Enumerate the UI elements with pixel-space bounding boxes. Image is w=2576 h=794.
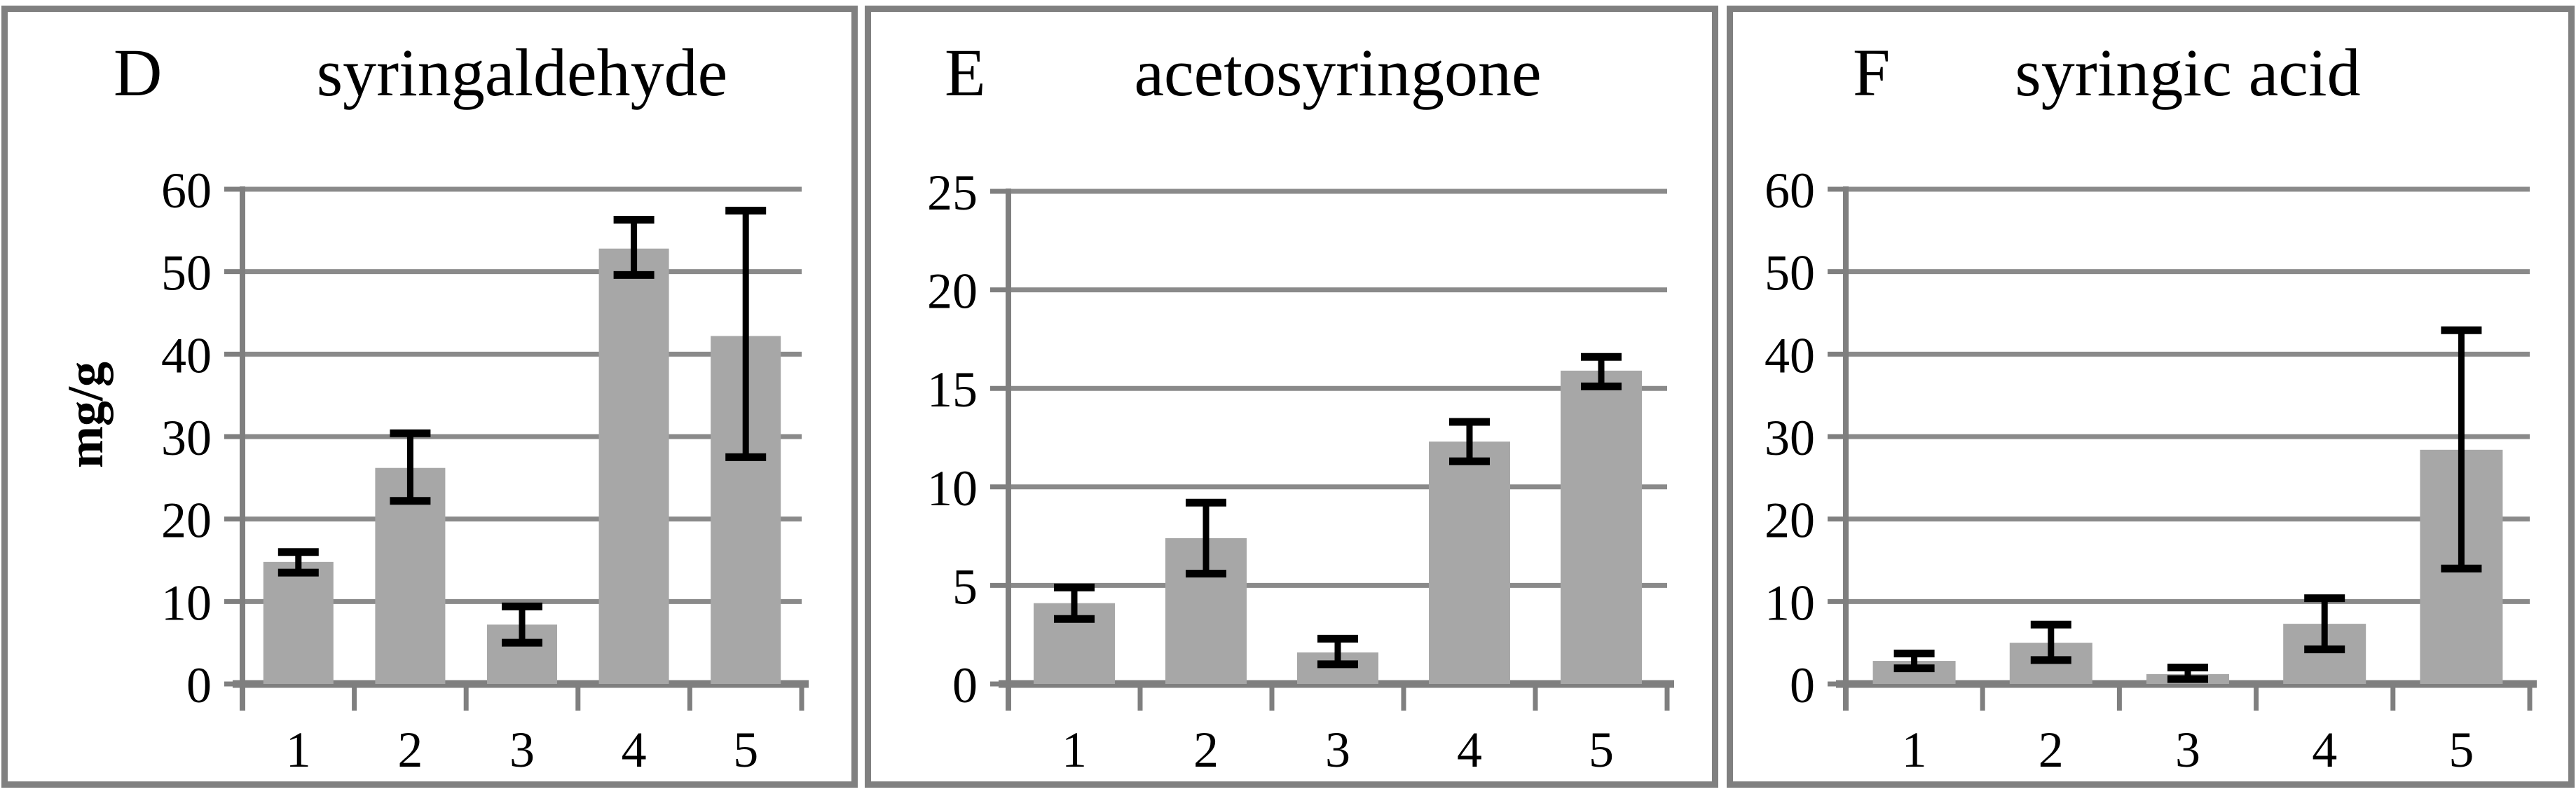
- x-tick-label: 1: [1062, 722, 1087, 778]
- y-tick-label: 60: [161, 163, 212, 219]
- y-tick-label: 20: [927, 263, 978, 320]
- x-tick-label: 2: [397, 722, 423, 778]
- y-tick-label: 60: [1765, 163, 1815, 219]
- y-tick-label: 5: [952, 559, 978, 615]
- chart-title: syringaldehyde: [316, 35, 728, 110]
- x-tick-label: 3: [2175, 722, 2200, 778]
- x-tick-label: 5: [733, 722, 758, 778]
- y-tick-label: 10: [1765, 575, 1815, 631]
- y-tick-label: 10: [161, 575, 212, 631]
- chart-title: acetosyringone: [1134, 35, 1542, 110]
- x-tick-label: 3: [509, 722, 535, 778]
- bar-chart-syringic-acid: 60 50 40 30 20 10 0 1 2 3 4 5: [1727, 6, 2575, 788]
- panel-border: [1, 6, 858, 788]
- x-tick-label: 4: [2312, 722, 2337, 778]
- y-tick-label: 15: [927, 362, 978, 418]
- y-tick-label: 0: [186, 657, 212, 713]
- panel-letter: F: [1853, 35, 1891, 110]
- y-tick-label: 50: [161, 245, 212, 301]
- panel-syringaldehyde: 60 50 40 30 20 10 0 1 2 3 4 5 D syringaldehyde mg/g: [1, 6, 858, 788]
- y-axis-label: mg/g: [57, 362, 114, 468]
- y-tick-label: 40: [161, 327, 212, 383]
- x-tick-label: 1: [286, 722, 311, 778]
- y-tick-label: 20: [1765, 493, 1815, 549]
- panel-letter: D: [114, 35, 163, 110]
- x-tick-label: 5: [2448, 722, 2474, 778]
- panel-acetosyringone: 25 20 15 10 5 0 1 2 3 4 5 E acetosyringone: [865, 6, 1718, 788]
- x-tick-label: 3: [1325, 722, 1350, 778]
- panel-syringic-acid: 60 50 40 30 20 10 0 1 2 3 4 5 F syringic acid: [1727, 6, 2575, 788]
- panel-border: [1727, 6, 2575, 788]
- panel-letter: E: [945, 35, 986, 110]
- y-tick-label: 30: [1765, 410, 1815, 466]
- bar-chart-acetosyringone: 25 20 15 10 5 0 1 2 3 4 5: [865, 6, 1718, 788]
- x-tick-label: 1: [1902, 722, 1927, 778]
- x-tick-label: 4: [1457, 722, 1482, 778]
- panel-border: [865, 6, 1718, 788]
- x-tick-label: 2: [1193, 722, 1219, 778]
- bar: [1561, 370, 1642, 684]
- y-tick-label: 40: [1765, 327, 1815, 383]
- bar-chart-syringaldehyde: 60 50 40 30 20 10 0 1 2 3 4 5: [1, 6, 858, 788]
- y-tick-label: 20: [161, 493, 212, 549]
- y-tick-label: 25: [927, 165, 978, 221]
- x-tick-label: 2: [2039, 722, 2064, 778]
- y-tick-label: 30: [161, 410, 212, 466]
- bar: [263, 561, 334, 684]
- x-tick-label: 4: [622, 722, 647, 778]
- x-tick-label: 5: [1589, 722, 1614, 778]
- y-tick-label: 0: [1790, 657, 1815, 713]
- chart-title: syringic acid: [2015, 35, 2361, 110]
- bar: [598, 248, 669, 685]
- y-tick-label: 0: [952, 657, 978, 713]
- y-tick-label: 50: [1765, 245, 1815, 301]
- y-tick-label: 10: [927, 460, 978, 516]
- bar: [1429, 442, 1510, 684]
